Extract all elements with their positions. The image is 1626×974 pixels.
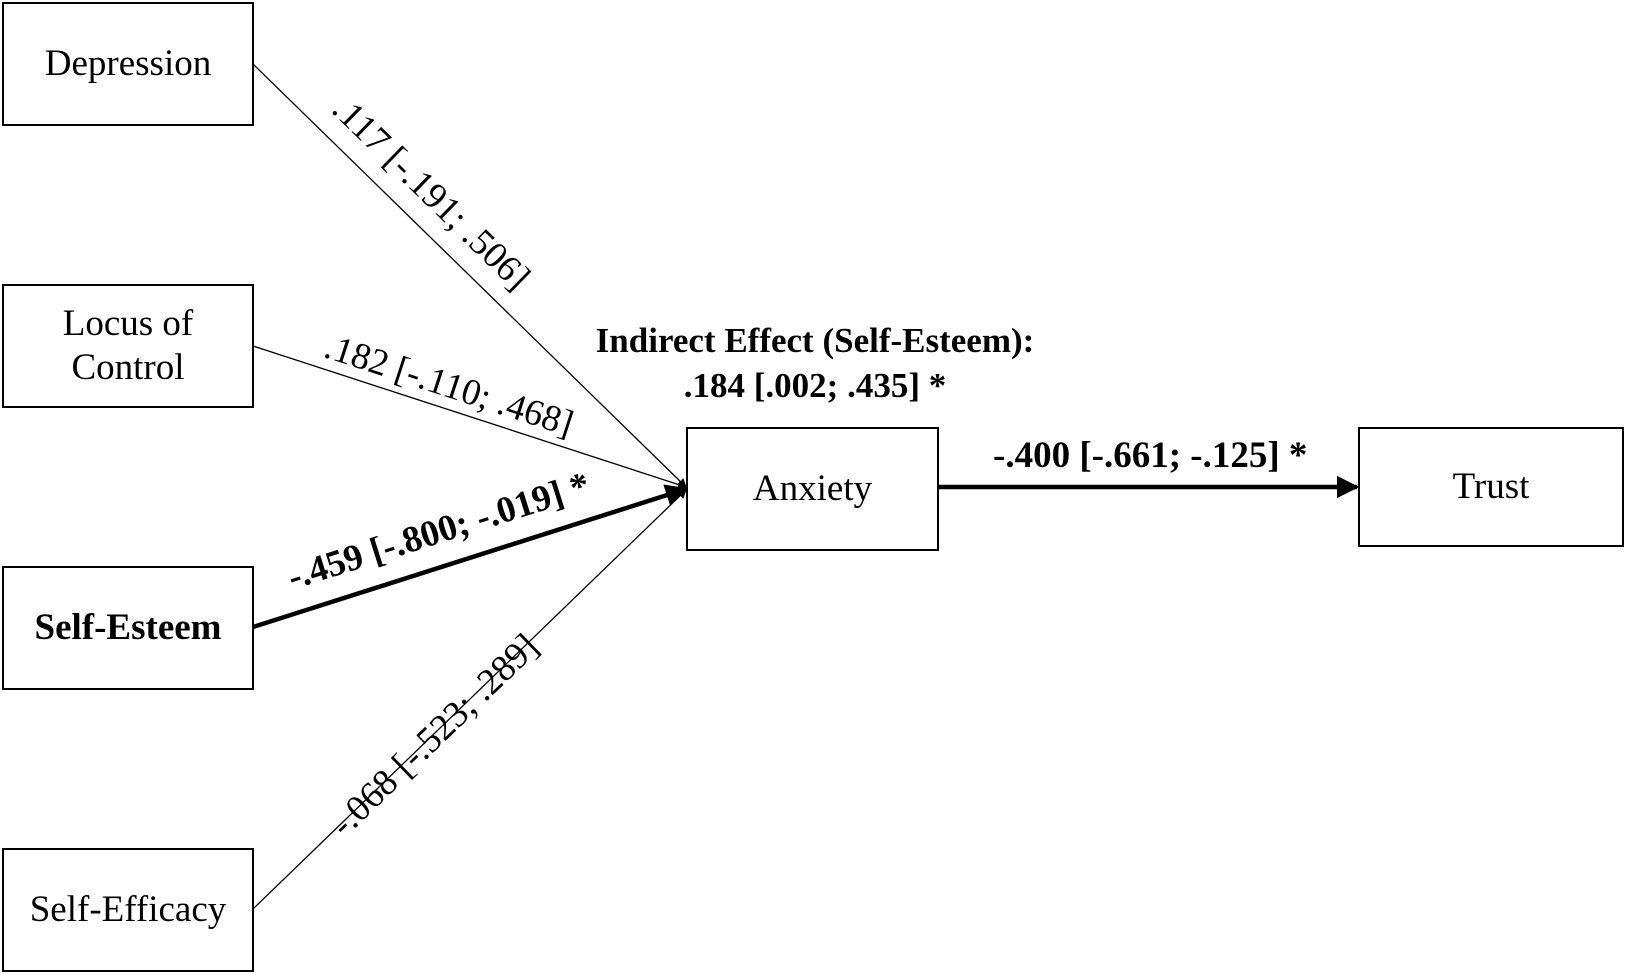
- node-anxiety-label: Anxiety: [752, 468, 873, 509]
- node-trust-label: Trust: [1452, 466, 1530, 507]
- node-anxiety: Anxiety: [686, 427, 939, 551]
- node-self-efficacy: Self-Efficacy: [2, 848, 254, 972]
- node-self-esteem-label: Self-Esteem: [34, 607, 222, 648]
- node-depression-label: Depression: [44, 43, 212, 84]
- node-depression: Depression: [2, 2, 254, 126]
- node-self-esteem: Self-Esteem: [2, 566, 254, 690]
- node-locus-label-line1: Locus of: [62, 303, 194, 344]
- indirect-effect-annotation: Indirect Effect (Self-Esteem): .184 [.00…: [560, 318, 1070, 408]
- arrow-self-efficacy-anxiety: [252, 489, 687, 910]
- node-locus-label-line2: Control: [71, 347, 185, 388]
- node-locus-of-control: Locus of Control: [2, 284, 254, 408]
- node-trust: Trust: [1358, 427, 1624, 547]
- arrow-locus-anxiety: [252, 345, 687, 489]
- node-self-efficacy-label: Self-Efficacy: [29, 889, 227, 930]
- indirect-effect-title: Indirect Effect (Self-Esteem):: [595, 321, 1035, 360]
- arrow-self-esteem-anxiety: [252, 484, 689, 630]
- arrow-depression-anxiety: [252, 63, 687, 488]
- path-label-anxiety-trust: -.400 [-.661; -.125] *: [993, 435, 1308, 476]
- indirect-effect-value: .184 [.002; .435] *: [683, 366, 947, 405]
